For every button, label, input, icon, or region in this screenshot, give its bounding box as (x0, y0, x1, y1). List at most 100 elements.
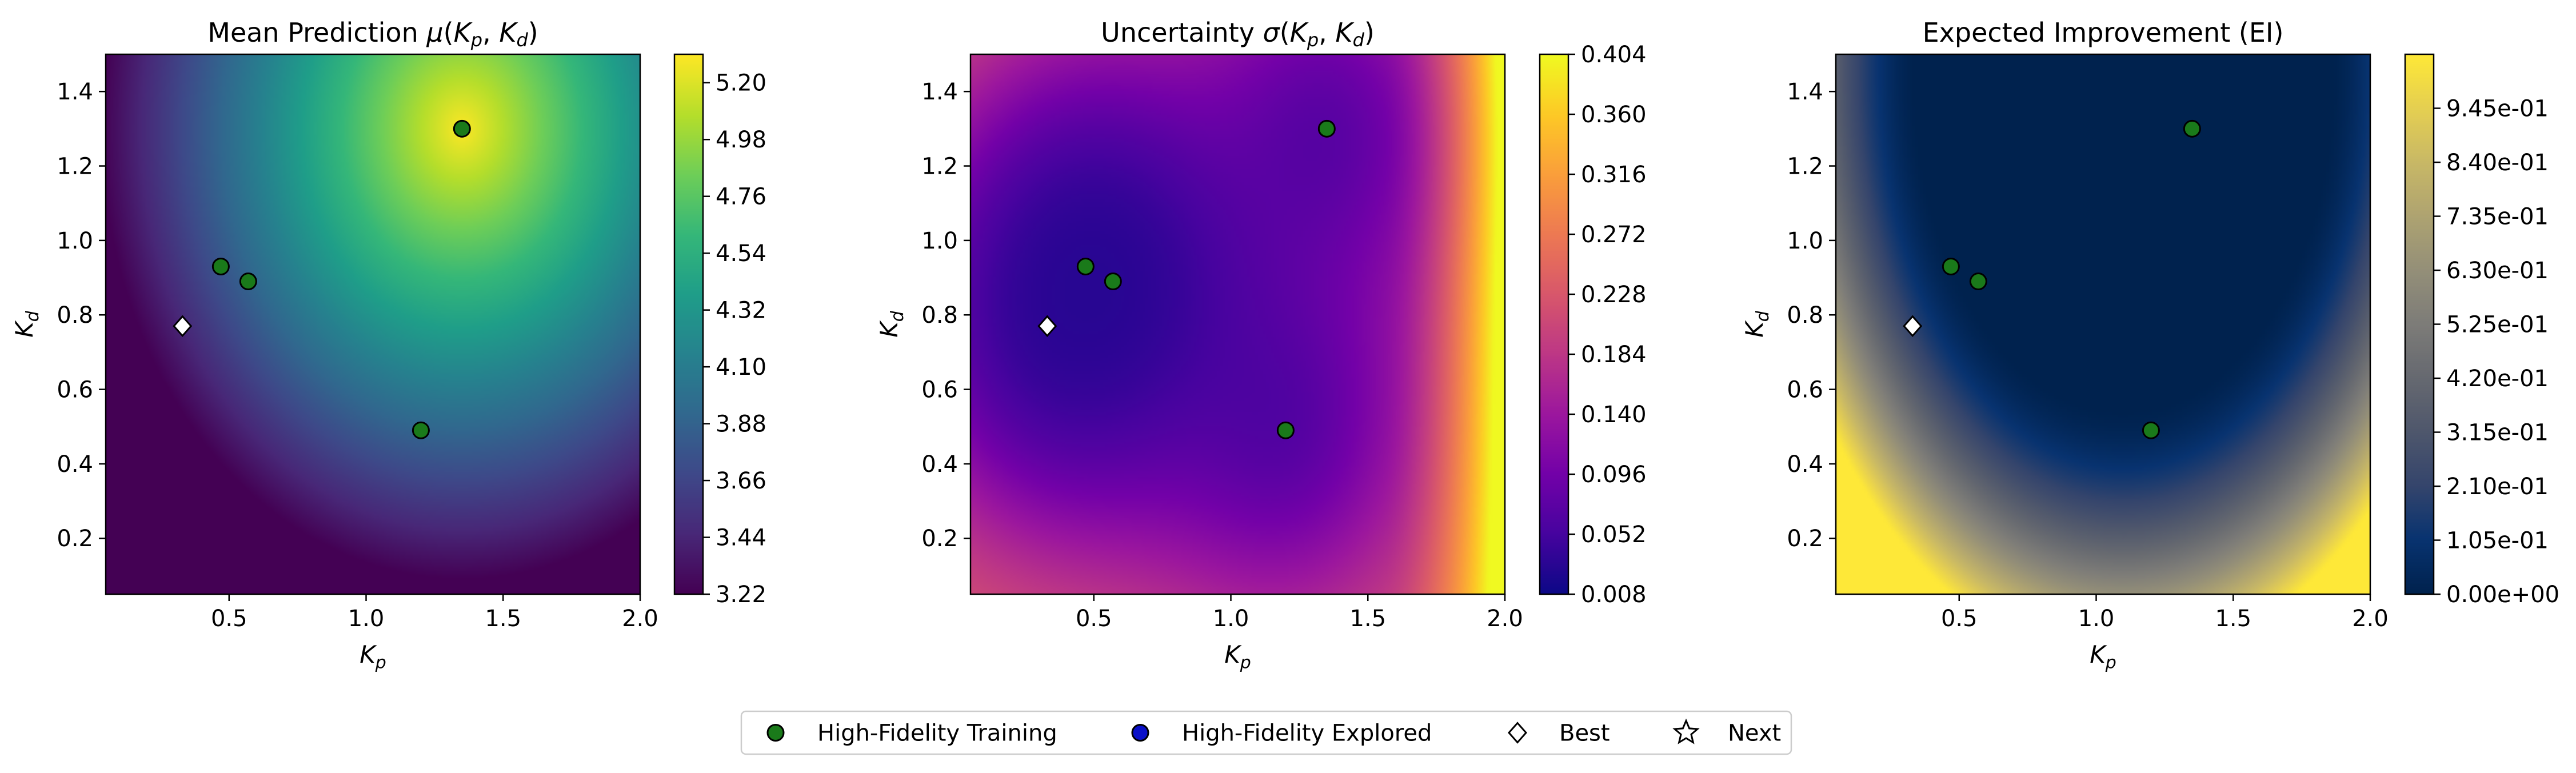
y-tick-label: 0.2 (1787, 526, 1823, 552)
legend-label: Next (1728, 720, 1781, 747)
colorbar-tick-label: 4.98 (716, 127, 766, 153)
y-tick-label: 1.2 (57, 154, 93, 180)
plot-frame (105, 53, 641, 595)
y-tick-label: 0.6 (921, 377, 958, 403)
best-point (1903, 315, 1923, 338)
colorbar-tick-label: 0.096 (1581, 462, 1647, 488)
plot-frame (969, 53, 1506, 595)
x-tick-label: 2.0 (2352, 606, 2389, 632)
training-point (1942, 257, 1960, 275)
colorbar (1540, 54, 1568, 594)
heatmap-image (971, 54, 1505, 594)
panel-2: Uncertainty σ(Kp, Kd) 0.5 1.0 1.5 2.0 0.2 0.40… (875, 17, 1647, 673)
legend-label: High-Fidelity Training (817, 720, 1057, 747)
colorbar (2405, 54, 2434, 594)
x-tick-label: 1.0 (1213, 606, 1249, 632)
legend-marker-0 (766, 724, 785, 742)
training-point (1317, 119, 1336, 138)
legend-label: High-Fidelity Explored (1182, 720, 1432, 747)
legend-marker-3 (1672, 718, 1700, 744)
x-tick-label: 0.5 (1076, 606, 1112, 632)
x-tick-label: 1.0 (348, 606, 385, 632)
x-axis-label: Kp (360, 640, 386, 673)
y-tick-label: 1.2 (1787, 154, 1823, 180)
x-tick-label: 1.5 (2215, 606, 2251, 632)
x-tick-label: 1.5 (485, 606, 521, 632)
colorbar-tick-label: 8.40e-01 (2446, 150, 2549, 176)
colorbar-tick-label: 0.316 (1581, 162, 1647, 188)
training-point (1969, 273, 1987, 291)
y-tick-label: 0.8 (57, 302, 93, 329)
legend-frame (740, 710, 1792, 755)
colorbar-tick-label: 1.05e-01 (2446, 528, 2549, 554)
training-point (453, 119, 471, 138)
x-axis-label: Kp (2090, 640, 2116, 673)
colorbar-tick-label: 4.20e-01 (2446, 366, 2549, 392)
legend: High-Fidelity Training High-Fidelity Expl… (740, 710, 1792, 755)
colorbar-tick-label: 4.54 (716, 241, 766, 267)
colorbar-tick-label: 9.45e-01 (2446, 96, 2549, 122)
y-tick-label: 0.4 (1787, 451, 1823, 478)
colorbar-tick-label: 0.052 (1581, 522, 1647, 548)
y-tick-label: 0.6 (57, 377, 93, 403)
x-tick-label: 1.5 (1349, 606, 1386, 632)
y-tick-label: 0.2 (921, 526, 958, 552)
y-tick-label: 1.0 (921, 228, 958, 254)
colorbar-tick-label: 0.008 (1581, 582, 1647, 608)
x-tick-label: 1.0 (2078, 606, 2115, 632)
panel-title: Mean Prediction μ(Kp, Kd) (207, 17, 538, 51)
y-axis-label: Kd (10, 310, 43, 338)
colorbar-tick-label: 4.32 (716, 298, 766, 324)
colorbar-frame (1539, 53, 1569, 595)
colorbar-tick-label: 0.360 (1581, 102, 1647, 128)
colorbar-tick-label: 0.228 (1581, 282, 1647, 308)
y-axis-label: Kd (1740, 310, 1773, 338)
heatmap-image (1836, 54, 2370, 594)
x-tick-label: 2.0 (622, 606, 658, 632)
colorbar-tick-label: 0.00e+00 (2446, 582, 2559, 608)
colorbar-tick-label: 0.272 (1581, 222, 1647, 248)
heatmap-image (106, 54, 640, 594)
colorbar-tick-label: 3.22 (716, 582, 766, 608)
y-axis-label: Kd (875, 310, 908, 338)
colorbar-tick-label: 7.35e-01 (2446, 204, 2549, 230)
training-point (239, 273, 257, 291)
panel-3: Expected Improvement (EI) 0.5 1.0 1.5 2.0 0.2… (1740, 17, 2559, 673)
y-tick-label: 1.4 (57, 79, 93, 105)
x-tick-label: 0.5 (211, 606, 247, 632)
legend-label: Best (1559, 720, 1610, 747)
colorbar-tick-label: 0.184 (1581, 342, 1647, 368)
training-point (1276, 421, 1295, 439)
colorbar-tick-label: 5.25e-01 (2446, 312, 2549, 338)
training-point (412, 421, 430, 439)
panel-title: Expected Improvement (EI) (1923, 17, 2284, 48)
colorbar-tick-label: 4.10 (716, 354, 766, 381)
colorbar-tick-label: 3.66 (716, 468, 766, 494)
y-tick-label: 0.2 (57, 526, 93, 552)
y-tick-label: 1.0 (1787, 228, 1823, 254)
panel-1: Mean Prediction μ(Kp, Kd) 0.5 1.0 1.5 2.0 0.2… (10, 17, 766, 673)
panel-title: Uncertainty σ(Kp, Kd) (1101, 17, 1375, 51)
y-tick-label: 1.4 (1787, 79, 1823, 105)
y-tick-label: 0.8 (1787, 302, 1823, 329)
y-tick-label: 0.4 (57, 451, 93, 478)
colorbar (674, 54, 703, 594)
x-tick-label: 0.5 (1941, 606, 1978, 632)
x-tick-label: 2.0 (1487, 606, 1523, 632)
plot-frame (1835, 53, 2371, 595)
colorbar-tick-label: 0.404 (1581, 42, 1647, 68)
y-tick-label: 0.8 (921, 302, 958, 329)
best-point (173, 315, 193, 338)
training-point (1076, 257, 1095, 275)
x-axis-label: Kp (1224, 640, 1251, 673)
training-point (2142, 421, 2160, 439)
y-tick-label: 1.4 (921, 79, 958, 105)
y-tick-label: 1.0 (57, 228, 93, 254)
colorbar-tick-label: 3.88 (716, 411, 766, 438)
best-point (1037, 315, 1057, 338)
training-point (2183, 119, 2201, 138)
legend-marker-2 (1507, 722, 1528, 744)
colorbar-tick-label: 5.20 (716, 70, 766, 97)
